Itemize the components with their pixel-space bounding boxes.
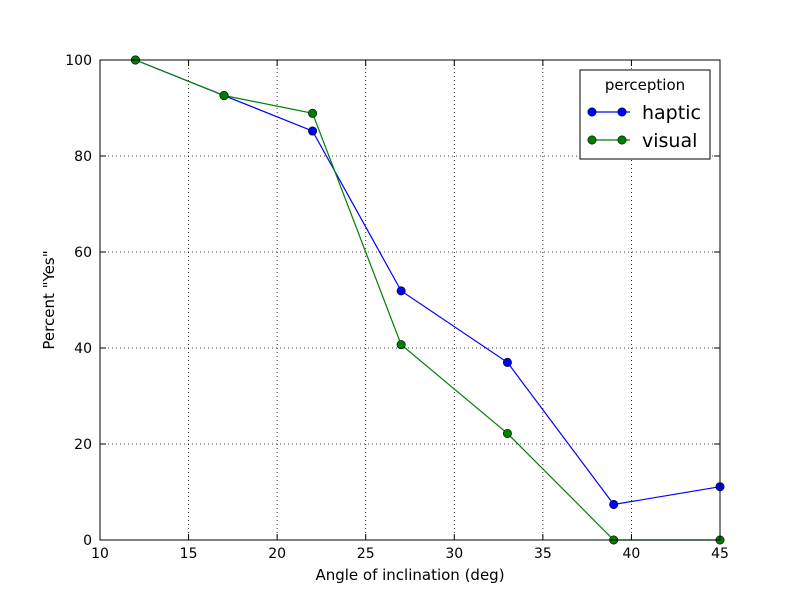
data-point [396, 340, 406, 350]
x-tick-label: 45 [711, 546, 729, 562]
legend-items: haptic visual [587, 102, 701, 152]
x-axis-label: Angle of inclination (deg) [315, 566, 504, 584]
y-tick-label: 0 [83, 533, 92, 549]
legend-marker [587, 107, 597, 117]
legend-label: visual [642, 130, 697, 152]
x-tick-label: 25 [357, 546, 375, 562]
legend-title: perception [605, 76, 685, 94]
legend-marker [617, 135, 627, 145]
tick-labels: 10 15 20 25 30 35 40 45 0 20 40 60 80 100 [65, 53, 729, 562]
legend-box [579, 69, 711, 160]
axis-ticks [99, 59, 721, 541]
legend-marker [587, 135, 597, 145]
x-tick-label: 10 [91, 546, 109, 562]
x-tick-label: 15 [180, 546, 198, 562]
y-tick-label: 40 [74, 341, 92, 357]
legend-item-haptic: haptic [587, 102, 701, 124]
data-point [502, 357, 512, 367]
data-point [308, 126, 318, 136]
data-point [308, 108, 318, 118]
x-tick-label: 40 [623, 546, 641, 562]
x-tick-label: 35 [534, 546, 552, 562]
y-tick-label: 20 [74, 437, 92, 453]
x-tick-label: 30 [445, 546, 463, 562]
data-point [502, 428, 512, 438]
y-axis-label: Percent "Yes" [40, 250, 58, 349]
y-tick-label: 60 [74, 245, 92, 261]
legend-item-visual: visual [587, 130, 697, 152]
data-point [609, 499, 619, 509]
x-tick-label: 20 [268, 546, 286, 562]
data-point [396, 286, 406, 296]
y-tick-label: 80 [74, 149, 92, 165]
legend-marker [617, 107, 627, 117]
legend-label: haptic [642, 102, 701, 124]
data-point [219, 91, 229, 101]
plot-frame [99, 59, 721, 541]
legend: perception haptic visual [579, 69, 711, 160]
y-tick-label: 100 [65, 53, 92, 69]
